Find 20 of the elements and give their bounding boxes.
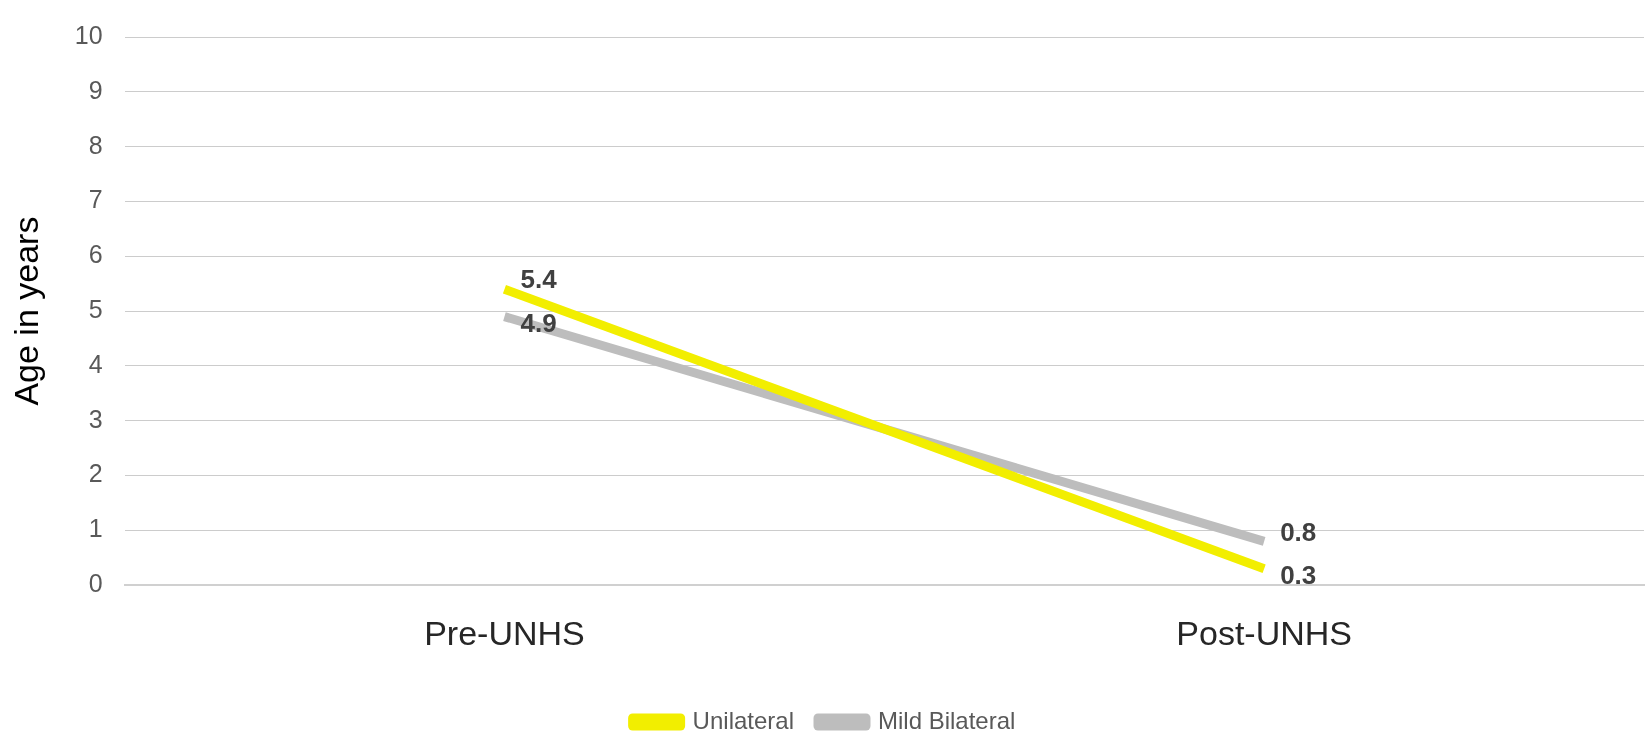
y-tick-label: 10	[74, 20, 103, 49]
y-tick-label: 2	[88, 459, 103, 488]
data-label: 0.8	[1280, 516, 1317, 547]
y-axis-title: Age in years	[6, 216, 45, 406]
y-tick-label: 4	[88, 349, 103, 378]
data-label: 5.4	[520, 264, 558, 295]
y-tick-label: 0	[88, 569, 103, 598]
x-tick-label: Post-UNHS	[1176, 613, 1352, 652]
y-tick-label: 7	[88, 185, 103, 214]
y-tick-label: 8	[88, 130, 103, 159]
data-label: 0.3	[1280, 559, 1317, 590]
x-tick-label: Pre-UNHS	[424, 613, 585, 652]
y-tick-label: 6	[88, 240, 103, 269]
data-label: 4.9	[520, 307, 557, 338]
y-tick-label: 3	[88, 404, 103, 433]
y-tick-label: 1	[88, 514, 103, 543]
y-tick-label: 5	[88, 294, 103, 323]
y-tick-label: 9	[88, 75, 103, 104]
legend-label: Mild Bilateral	[878, 706, 1016, 734]
legend-label: Unilateral	[692, 706, 795, 734]
